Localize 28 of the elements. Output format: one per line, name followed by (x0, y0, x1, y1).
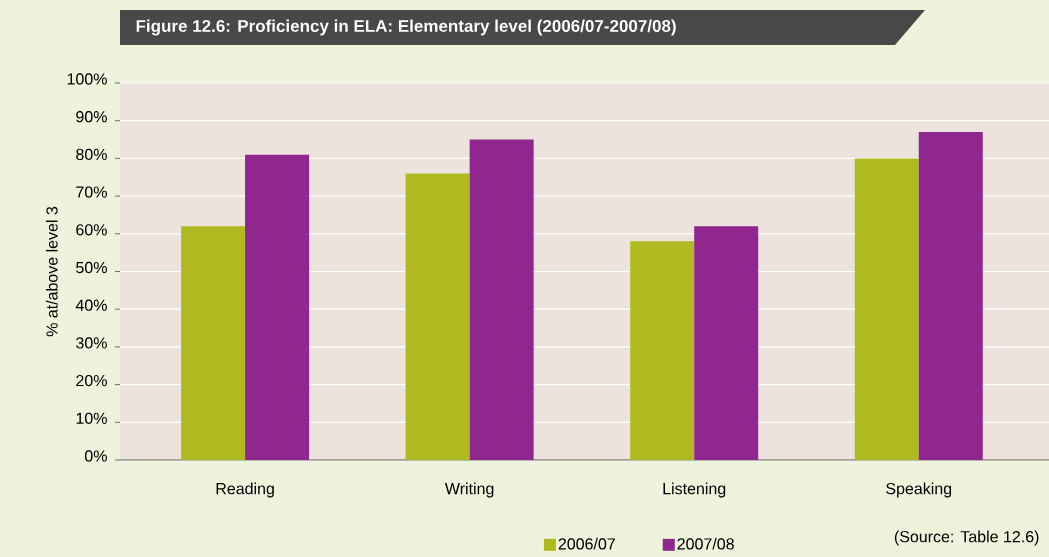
y-tick-label: 70% (76, 186, 107, 198)
y-tick-label: 10% (76, 412, 107, 424)
y-tick-label: 30% (76, 337, 107, 349)
chart-title: Figure 12.6: Proficiency in ELA: Elementary level (2006/07-2007/08) (136, 19, 676, 36)
bar (854, 158, 919, 460)
x-tick-label: Speaking (886, 482, 952, 498)
y-tick-label: 50% (76, 261, 107, 274)
y-tick-label: 60% (76, 224, 107, 236)
y-tick-label: 80% (76, 148, 107, 161)
y-tick-label: 0% (84, 450, 107, 462)
bar (630, 241, 695, 460)
x-tick-label: Reading (216, 482, 274, 498)
bar (694, 226, 759, 460)
bar (469, 139, 534, 460)
y-tick-label: 40% (75, 299, 107, 311)
bar (918, 132, 983, 460)
y-tick-label: 20% (76, 374, 107, 387)
y-tick-label: 100% (67, 73, 107, 85)
y-tick-label: 90% (76, 111, 107, 123)
text: (Source: Table 12.6) (894, 530, 1039, 546)
bar (245, 154, 310, 460)
legend-label: 2006/07 (558, 537, 615, 550)
bar (405, 173, 470, 460)
x-tick-label: Writing (444, 482, 494, 498)
x-tick-label: Listening (663, 482, 726, 498)
y-axis-title: % at/above level 3 (45, 206, 58, 337)
legend-label: 2007/08 (677, 537, 734, 550)
bar (181, 226, 246, 460)
